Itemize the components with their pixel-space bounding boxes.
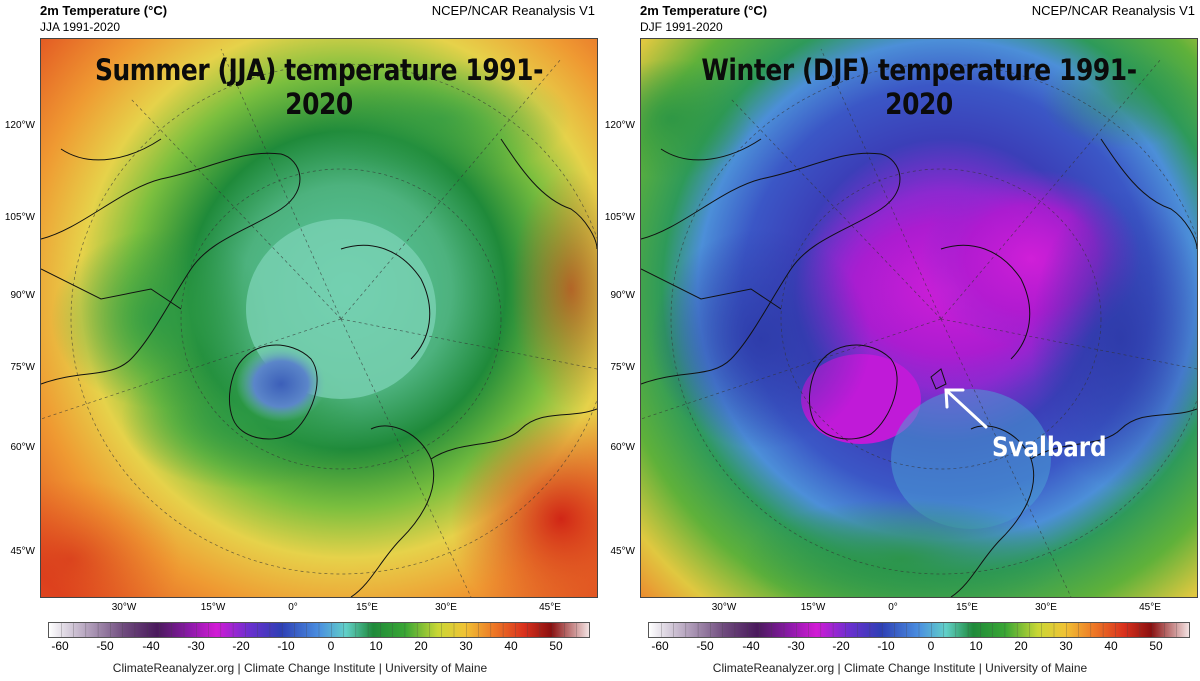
- colorbar-tick: -20: [232, 639, 250, 653]
- lat-label-90w: 90°W: [10, 290, 35, 301]
- colorbar-tick: -60: [51, 639, 69, 653]
- lon-label-30e: 30°E: [1035, 602, 1057, 613]
- colorbar-tick: -40: [742, 639, 760, 653]
- lat-label-75w: 75°W: [610, 362, 635, 373]
- colorbar-tick: 50: [549, 639, 563, 653]
- temperature-colorbar: [48, 622, 590, 638]
- colorbar-tick: 40: [504, 639, 518, 653]
- period-subtitle: DJF 1991-2020: [640, 20, 723, 34]
- colorbar-tick: 0: [327, 639, 335, 653]
- colorbar-tick: 30: [459, 639, 473, 653]
- lat-label-60w: 60°W: [610, 442, 635, 453]
- colorbar-tick: 20: [414, 639, 428, 653]
- winter-overlay-title: Winter (DJF) temperature 1991-2020: [701, 53, 1137, 121]
- colorbar-tick: -30: [187, 639, 205, 653]
- colorbar-tick: 10: [969, 639, 983, 653]
- lat-label-105w: 105°W: [4, 212, 35, 223]
- colorbar-tick: -40: [142, 639, 160, 653]
- colorbar-tick: -60: [651, 639, 669, 653]
- colorbar-tick: -20: [832, 639, 850, 653]
- colorbar-tick: 40: [1104, 639, 1118, 653]
- lat-label-90w: 90°W: [610, 290, 635, 301]
- lat-label-105w: 105°W: [604, 212, 635, 223]
- summer-overlay-title: Summer (JJA) temperature 1991-2020: [94, 53, 544, 121]
- lon-label-15e: 15°E: [956, 602, 978, 613]
- colorbar-tick: 0: [927, 639, 935, 653]
- temperature-colorbar: [648, 622, 1190, 638]
- lat-label-45w: 45°W: [10, 546, 35, 557]
- lat-label-120w: 120°W: [604, 120, 635, 131]
- lat-label-45w: 45°W: [610, 546, 635, 557]
- variable-title: 2m Temperature (°C): [40, 3, 168, 18]
- lon-label-15e: 15°E: [356, 602, 378, 613]
- colorbar-tick: -10: [277, 639, 295, 653]
- lon-label-0: 0°: [288, 602, 298, 613]
- summer-panel: 2m Temperature (°C) JJA 1991-2020 NCEP/N…: [4, 3, 598, 675]
- colorbar-tick: 20: [1014, 639, 1028, 653]
- svalbard-label: Svalbard: [992, 432, 1107, 463]
- lon-label-15w: 15°W: [200, 602, 226, 613]
- credit-footer: ClimateReanalyzer.org | Climate Change I…: [712, 661, 1088, 675]
- summer-temperature-map: Summer (JJA) temperature 1991-2020: [40, 38, 598, 598]
- lon-label-45e: 45°E: [539, 602, 561, 613]
- lon-label-30w: 30°W: [111, 602, 137, 613]
- lat-label-120w: 120°W: [4, 120, 35, 131]
- colorbar-ticks: -60 -50 -40 -30 -20 -10 0 10 20 30 40 50: [48, 639, 588, 655]
- lat-label-75w: 75°W: [10, 362, 35, 373]
- period-subtitle: JJA 1991-2020: [40, 20, 121, 34]
- lon-label-45e: 45°E: [1139, 602, 1161, 613]
- dataset-source: NCEP/NCAR Reanalysis V1: [1031, 3, 1195, 18]
- variable-title: 2m Temperature (°C): [640, 3, 768, 18]
- colorbar-ticks: -60 -50 -40 -30 -20 -10 0 10 20 30 40 50: [648, 639, 1188, 655]
- credit-footer: ClimateReanalyzer.org | Climate Change I…: [112, 661, 488, 675]
- lon-label-15w: 15°W: [800, 602, 826, 613]
- winter-temperature-map: Winter (DJF) temperature 1991-2020: [640, 38, 1198, 598]
- colorbar-tick: -30: [787, 639, 805, 653]
- lon-label-30e: 30°E: [435, 602, 457, 613]
- lat-label-60w: 60°W: [10, 442, 35, 453]
- colorbar-tick: -10: [877, 639, 895, 653]
- winter-panel: 2m Temperature (°C) DJF 1991-2020 NCEP/N…: [600, 0, 1200, 681]
- colorbar-tick: -50: [696, 639, 714, 653]
- lon-label-30w: 30°W: [711, 602, 737, 613]
- dataset-source: NCEP/NCAR Reanalysis V1: [431, 3, 595, 18]
- colorbar-tick: 50: [1149, 639, 1163, 653]
- colorbar-tick: -50: [96, 639, 114, 653]
- colorbar-tick: 10: [369, 639, 383, 653]
- lon-label-0: 0°: [888, 602, 898, 613]
- colorbar-tick: 30: [1059, 639, 1073, 653]
